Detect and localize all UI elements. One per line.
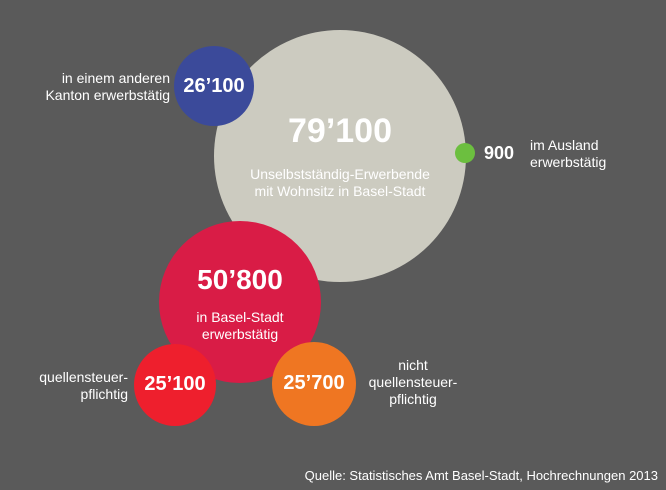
basel-stadt-label-line-1: in Basel-Stadt — [196, 309, 284, 325]
total-label-line-2: mit Wohnsitz in Basel-Stadt — [254, 183, 426, 199]
basel-stadt-label-line-2: erwerbstätig — [201, 326, 279, 342]
not-withholding-tax-label-line-2: quellensteuer- — [368, 374, 458, 390]
withholding-tax-bubble — [134, 344, 216, 426]
total-label: Unselbstständig-Erwerbende mit Wohnsitz … — [228, 166, 452, 200]
other-canton-value: 26’100 — [183, 75, 245, 97]
total-value: 79’100 — [288, 112, 392, 150]
basel-stadt-value: 50’800 — [197, 264, 283, 295]
not-withholding-tax-label-line-1: nicht — [398, 357, 428, 373]
abroad-label-line-2: erwerbstätig — [530, 154, 607, 170]
not-withholding-tax-label: nicht quellensteuer- pflichtig — [358, 357, 468, 408]
other-canton-label-line-2: Kanton erwerbstätig — [45, 87, 170, 103]
abroad-label: im Ausland erwerbstätig — [530, 137, 640, 171]
withholding-tax-label-line-1: quellensteuer- — [39, 369, 128, 385]
abroad-value: 900 — [484, 143, 515, 163]
source-note: Quelle: Statistisches Amt Basel-Stadt, H… — [304, 468, 658, 483]
total-label-line-1: Unselbstständig-Erwerbende — [250, 166, 430, 182]
other-canton-label: in einem anderen Kanton erwerbstätig — [30, 70, 170, 104]
withholding-tax-label: quellensteuer- pflichtig — [10, 369, 128, 403]
withholding-tax-label-line-2: pflichtig — [80, 386, 128, 402]
not-withholding-tax-label-line-3: pflichtig — [389, 391, 437, 407]
basel-stadt-label: in Basel-Stadt erwerbstätig — [170, 309, 310, 343]
not-withholding-tax-bubble — [272, 342, 356, 426]
other-canton-bubble — [174, 46, 254, 126]
not-withholding-tax-value: 25’700 — [283, 372, 345, 394]
other-canton-label-line-1: in einem anderen — [61, 70, 170, 86]
abroad-bubble — [455, 143, 475, 163]
withholding-tax-value: 25’100 — [144, 373, 206, 395]
abroad-label-line-1: im Ausland — [530, 137, 599, 153]
